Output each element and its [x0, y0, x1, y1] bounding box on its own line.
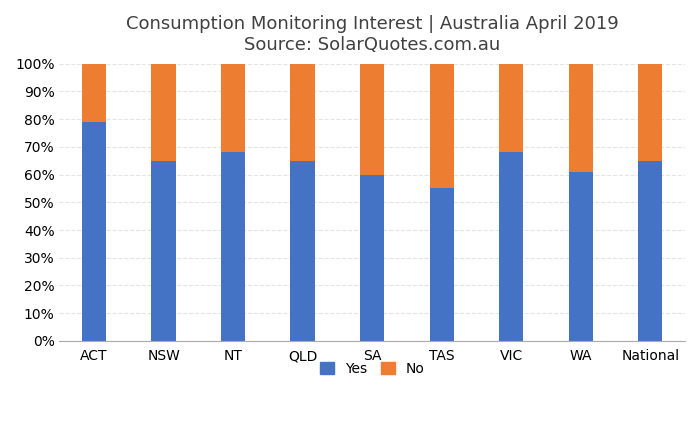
- Bar: [638, 161, 662, 341]
- Bar: [638, 64, 662, 161]
- Bar: [151, 161, 176, 341]
- Bar: [499, 64, 524, 153]
- Bar: [82, 122, 106, 341]
- Bar: [360, 175, 384, 341]
- Bar: [568, 172, 593, 341]
- Bar: [221, 153, 245, 341]
- Bar: [290, 161, 315, 341]
- Bar: [430, 188, 454, 341]
- Bar: [221, 64, 245, 153]
- Bar: [290, 64, 315, 161]
- Bar: [568, 64, 593, 172]
- Bar: [82, 64, 106, 122]
- Bar: [360, 64, 384, 175]
- Title: Consumption Monitoring Interest | Australia April 2019
Source: SolarQuotes.com.a: Consumption Monitoring Interest | Austra…: [126, 15, 619, 54]
- Bar: [430, 64, 454, 188]
- Bar: [499, 153, 524, 341]
- Bar: [151, 64, 176, 161]
- Legend: Yes, No: Yes, No: [314, 356, 430, 381]
